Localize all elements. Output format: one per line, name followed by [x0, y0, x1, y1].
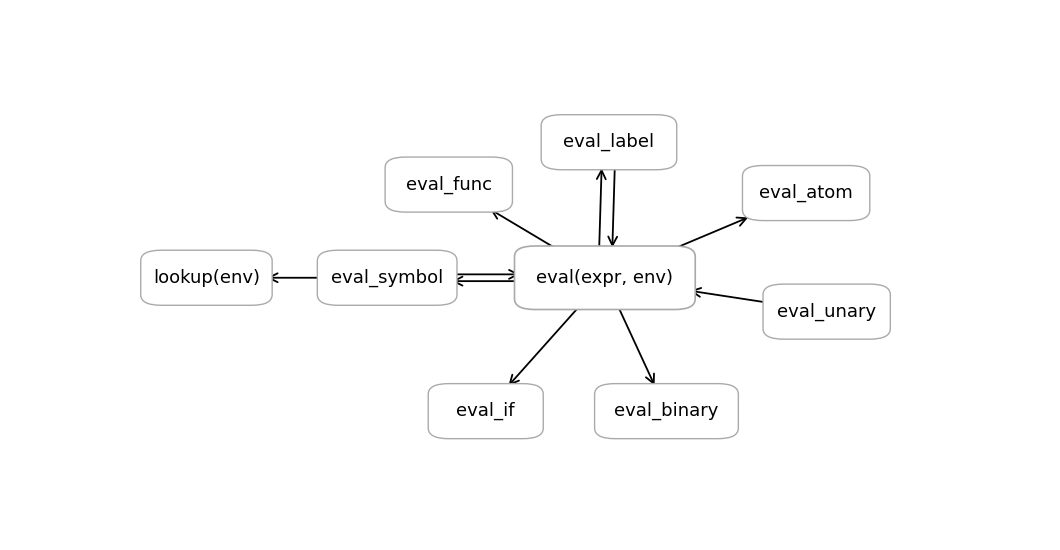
FancyBboxPatch shape	[763, 284, 890, 339]
Text: eval_if: eval_if	[457, 402, 515, 420]
Text: eval_unary: eval_unary	[777, 302, 877, 321]
Text: eval_binary: eval_binary	[615, 402, 719, 420]
FancyBboxPatch shape	[595, 384, 739, 439]
Text: eval_label: eval_label	[564, 133, 654, 151]
Text: lookup(env): lookup(env)	[153, 269, 260, 287]
Text: eval_func: eval_func	[406, 175, 492, 194]
FancyBboxPatch shape	[428, 384, 543, 439]
FancyBboxPatch shape	[317, 250, 457, 305]
FancyBboxPatch shape	[385, 157, 512, 212]
FancyBboxPatch shape	[141, 250, 272, 305]
FancyBboxPatch shape	[514, 246, 695, 310]
Text: eval_atom: eval_atom	[759, 184, 853, 202]
FancyBboxPatch shape	[542, 115, 676, 170]
FancyBboxPatch shape	[742, 166, 870, 221]
Text: eval(expr, env): eval(expr, env)	[536, 269, 673, 287]
Text: eval_symbol: eval_symbol	[331, 268, 443, 287]
